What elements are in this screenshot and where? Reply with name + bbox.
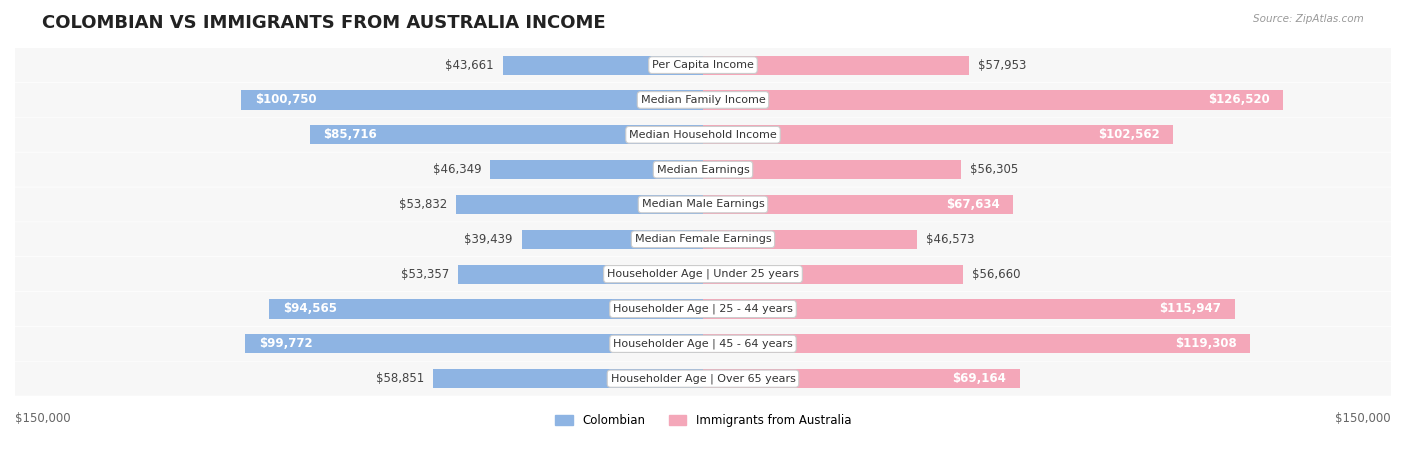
Text: Householder Age | Under 25 years: Householder Age | Under 25 years: [607, 269, 799, 279]
Text: Median Earnings: Median Earnings: [657, 165, 749, 175]
Text: $69,164: $69,164: [953, 372, 1007, 385]
Text: Median Male Earnings: Median Male Earnings: [641, 199, 765, 210]
Bar: [703, 91, 1284, 110]
Bar: [458, 265, 703, 284]
Text: $126,520: $126,520: [1208, 93, 1270, 106]
Bar: [270, 299, 703, 318]
Bar: [456, 195, 703, 214]
Bar: [703, 265, 963, 284]
Text: Median Family Income: Median Family Income: [641, 95, 765, 105]
FancyBboxPatch shape: [15, 118, 1391, 152]
Bar: [703, 160, 962, 179]
Text: Median Female Earnings: Median Female Earnings: [634, 234, 772, 244]
FancyBboxPatch shape: [15, 187, 1391, 221]
Text: $56,660: $56,660: [972, 268, 1021, 281]
FancyBboxPatch shape: [15, 153, 1391, 187]
Text: $56,305: $56,305: [970, 163, 1019, 176]
FancyBboxPatch shape: [15, 48, 1391, 82]
Text: $115,947: $115,947: [1159, 303, 1220, 316]
Legend: Colombian, Immigrants from Australia: Colombian, Immigrants from Australia: [550, 410, 856, 432]
Bar: [503, 56, 703, 75]
FancyBboxPatch shape: [15, 361, 1391, 396]
Bar: [703, 125, 1174, 144]
Text: $99,772: $99,772: [259, 337, 312, 350]
Text: $39,439: $39,439: [464, 233, 513, 246]
Bar: [703, 56, 969, 75]
Text: $150,000: $150,000: [15, 412, 70, 425]
Bar: [522, 230, 703, 249]
FancyBboxPatch shape: [15, 292, 1391, 326]
FancyBboxPatch shape: [15, 327, 1391, 361]
Text: COLOMBIAN VS IMMIGRANTS FROM AUSTRALIA INCOME: COLOMBIAN VS IMMIGRANTS FROM AUSTRALIA I…: [42, 14, 606, 32]
Text: $57,953: $57,953: [979, 59, 1026, 71]
Text: $58,851: $58,851: [375, 372, 423, 385]
Text: $150,000: $150,000: [1336, 412, 1391, 425]
Text: Householder Age | 25 - 44 years: Householder Age | 25 - 44 years: [613, 304, 793, 314]
Text: $53,832: $53,832: [399, 198, 447, 211]
FancyBboxPatch shape: [15, 222, 1391, 256]
Text: $43,661: $43,661: [444, 59, 494, 71]
Text: $46,573: $46,573: [925, 233, 974, 246]
Text: $46,349: $46,349: [433, 163, 481, 176]
Text: $67,634: $67,634: [946, 198, 1000, 211]
Bar: [246, 334, 703, 354]
Text: $94,565: $94,565: [283, 303, 337, 316]
Bar: [309, 125, 703, 144]
Text: $119,308: $119,308: [1175, 337, 1236, 350]
Text: Source: ZipAtlas.com: Source: ZipAtlas.com: [1253, 14, 1364, 24]
FancyBboxPatch shape: [15, 257, 1391, 291]
Text: Median Household Income: Median Household Income: [628, 130, 778, 140]
Bar: [433, 369, 703, 388]
FancyBboxPatch shape: [15, 83, 1391, 117]
Text: Householder Age | Over 65 years: Householder Age | Over 65 years: [610, 374, 796, 384]
Text: Per Capita Income: Per Capita Income: [652, 60, 754, 70]
Bar: [703, 230, 917, 249]
Bar: [703, 334, 1250, 354]
Bar: [491, 160, 703, 179]
Text: $100,750: $100,750: [254, 93, 316, 106]
Text: $53,357: $53,357: [401, 268, 449, 281]
Bar: [240, 91, 703, 110]
Text: Householder Age | 45 - 64 years: Householder Age | 45 - 64 years: [613, 339, 793, 349]
Bar: [703, 369, 1021, 388]
Text: $102,562: $102,562: [1098, 128, 1160, 142]
Text: $85,716: $85,716: [323, 128, 377, 142]
Bar: [703, 195, 1014, 214]
Bar: [703, 299, 1234, 318]
